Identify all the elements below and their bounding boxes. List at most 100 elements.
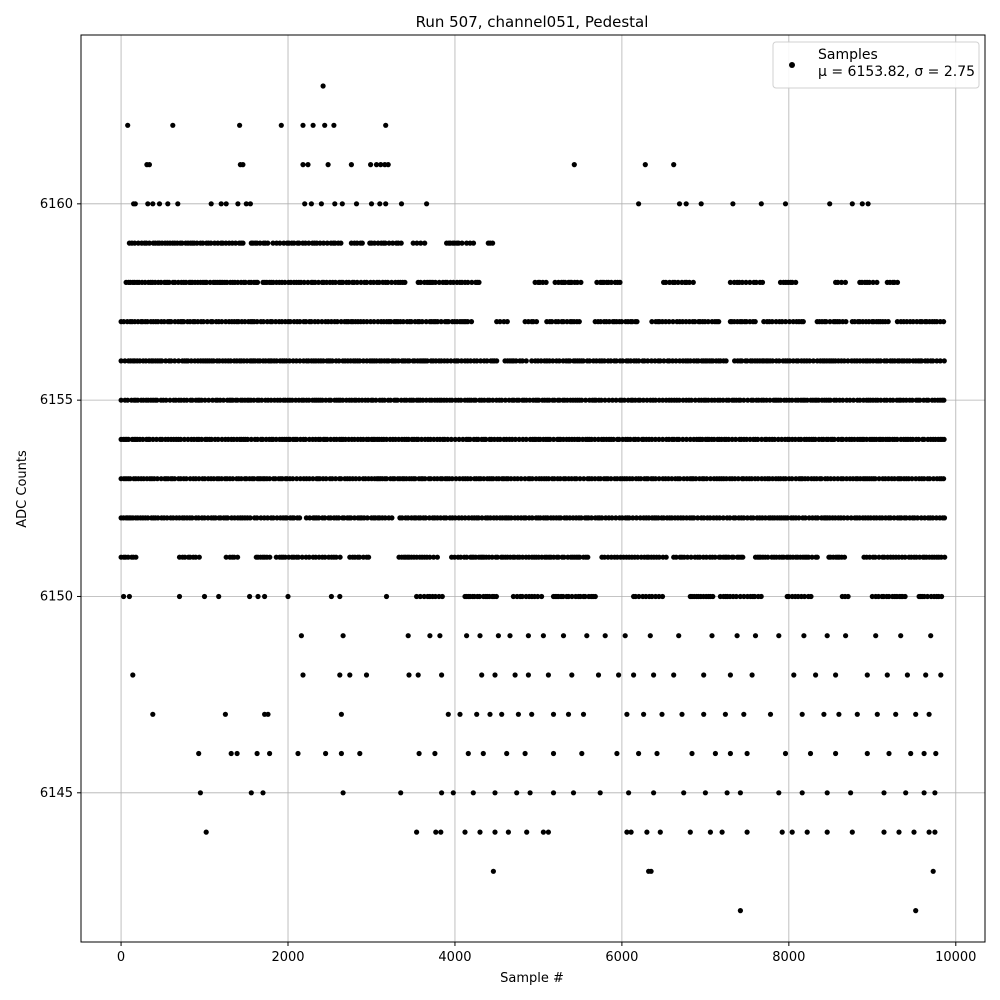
data-point (772, 436, 778, 442)
data-point (122, 358, 128, 364)
data-point (176, 358, 182, 364)
data-point (348, 162, 354, 168)
data-point (145, 515, 151, 521)
data-point (427, 554, 433, 560)
data-point (494, 358, 500, 364)
data-point (385, 279, 391, 285)
data-point (465, 279, 471, 285)
data-point (587, 358, 593, 364)
data-point (247, 593, 253, 600)
data-point (364, 279, 370, 285)
data-point (308, 319, 314, 325)
data-point (508, 515, 514, 521)
data-point (254, 436, 260, 442)
data-point (663, 554, 669, 560)
data-point (529, 358, 535, 364)
data-point (267, 476, 273, 482)
data-point (941, 476, 947, 482)
data-point (378, 162, 384, 168)
data-point (814, 554, 820, 560)
data-point (651, 672, 657, 678)
data-point (697, 554, 703, 560)
data-point (740, 554, 746, 560)
data-point (381, 397, 388, 403)
data-point (902, 593, 908, 600)
data-point (468, 358, 474, 364)
data-point (512, 436, 519, 442)
data-point (770, 358, 776, 364)
data-point (125, 436, 132, 442)
data-point (753, 279, 759, 285)
data-point (659, 711, 665, 717)
data-point (802, 515, 808, 521)
data-point (857, 397, 863, 403)
data-point (752, 593, 758, 600)
data-point (357, 358, 363, 364)
data-point (518, 476, 524, 482)
data-point (845, 358, 851, 364)
data-point (628, 829, 634, 835)
data-point (745, 397, 751, 403)
data-points (118, 83, 948, 914)
data-point (154, 476, 160, 482)
data-point (121, 593, 127, 600)
data-point (320, 358, 326, 364)
data-point (189, 515, 195, 521)
data-point (737, 908, 744, 914)
data-point (924, 593, 931, 600)
data-point (719, 829, 725, 835)
data-point (904, 672, 911, 678)
data-point (864, 672, 870, 678)
data-point (242, 279, 248, 285)
data-point (465, 319, 471, 325)
data-point (469, 279, 475, 285)
data-point (448, 436, 454, 442)
data-point (303, 319, 309, 325)
data-point (692, 319, 698, 325)
data-point (727, 515, 733, 521)
data-point (462, 829, 468, 835)
legend-box (772, 41, 980, 89)
data-point (701, 672, 707, 678)
data-point (439, 790, 445, 796)
data-point (301, 279, 307, 285)
data-point (606, 397, 612, 403)
data-point (676, 633, 682, 639)
data-point (132, 240, 138, 246)
data-point (881, 829, 887, 835)
data-point (418, 279, 424, 285)
data-point (702, 790, 709, 796)
data-point (847, 397, 853, 403)
data-point (635, 554, 641, 560)
data-point (427, 633, 433, 639)
data-point (340, 633, 346, 639)
data-point (340, 279, 346, 285)
data-point (457, 711, 463, 717)
data-point (435, 319, 441, 325)
data-point (656, 476, 662, 482)
data-point (416, 750, 422, 757)
data-point (786, 593, 792, 600)
data-point (487, 711, 493, 717)
data-point (325, 162, 331, 168)
data-point (523, 358, 529, 364)
data-point (691, 515, 697, 521)
data-point (189, 397, 195, 403)
data-point (336, 515, 342, 521)
data-point (876, 554, 882, 560)
data-point (712, 750, 719, 757)
data-point (631, 672, 637, 678)
data-point (890, 397, 896, 403)
data-point (813, 672, 819, 678)
data-point (490, 397, 496, 403)
data-point (410, 240, 416, 246)
data-point (145, 201, 151, 207)
data-point (849, 829, 855, 835)
data-point (588, 515, 595, 521)
data-point (854, 711, 860, 717)
data-point (749, 672, 755, 678)
data-point (452, 436, 458, 442)
data-point (153, 436, 160, 442)
data-point (928, 633, 934, 639)
data-point (225, 515, 231, 521)
